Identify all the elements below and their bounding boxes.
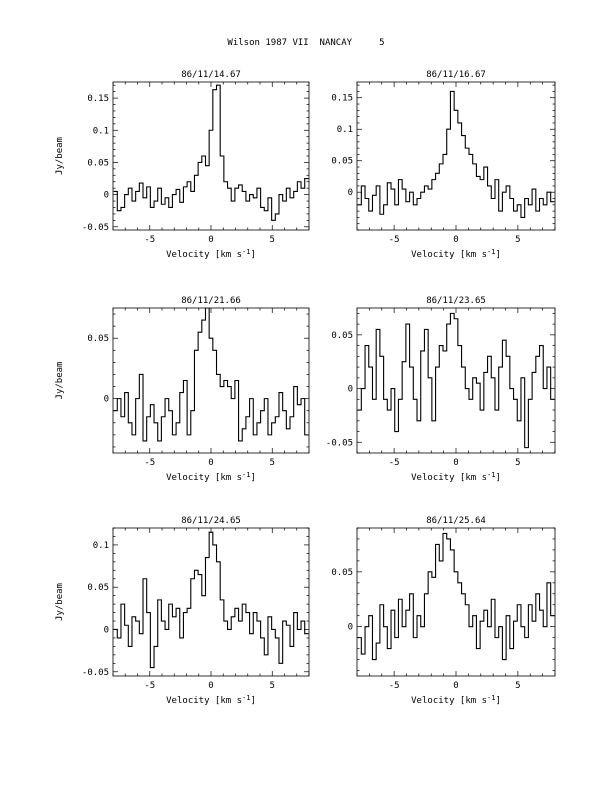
x-tick-label: 5 [270, 458, 275, 468]
y-tick-label: 0.15 [87, 94, 109, 104]
y-tick-label: 0 [104, 191, 109, 201]
y-tick-label: 0.05 [87, 583, 109, 593]
y-tick-label: 0 [348, 623, 353, 633]
x-tick-label: -5 [389, 235, 400, 245]
x-tick-label: 0 [453, 681, 458, 691]
y-tick-label: 0.05 [331, 568, 353, 578]
panel-title: 86/11/16.67 [426, 70, 486, 80]
y-axis-label: Jy/beam [55, 137, 65, 175]
spectrum-line [113, 308, 309, 442]
x-tick-label: -5 [389, 681, 400, 691]
y-tick-label: 0.05 [87, 158, 109, 168]
x-axis-label: Velocity [km s-1] [166, 248, 256, 260]
y-tick-label: 0.05 [331, 157, 353, 167]
x-tick-label: 5 [270, 681, 275, 691]
y-tick-label: 0 [348, 385, 353, 395]
x-axis-label: Velocity [km s-1] [411, 248, 501, 260]
y-axis-label: Jy/beam [55, 583, 65, 621]
spectrum-line [357, 532, 555, 661]
y-tick-label: 0 [104, 625, 109, 635]
x-tick-label: 0 [208, 681, 213, 691]
plot-frame [356, 81, 556, 231]
x-tick-label: 0 [208, 458, 213, 468]
plot-frame [112, 307, 310, 454]
y-tick-label: -0.05 [82, 223, 109, 233]
chart-panel-4: 86/11/23.65 -5 0 5 -0.05 0 0.05 Velocity [km s-… [326, 296, 556, 483]
y-tick-label: 0.05 [331, 331, 353, 341]
chart-panel-2: 86/11/16.67 -5 0 5 0 0.05 0.1 0.15 Velocity [km … [331, 70, 556, 260]
y-tick-label: 0.05 [87, 334, 109, 344]
x-tick-label: 5 [270, 235, 275, 245]
y-tick-label: -0.05 [326, 438, 353, 448]
panel-title: 86/11/14.67 [181, 70, 241, 80]
panel-title: 86/11/25.64 [426, 516, 486, 526]
spectrum-line [113, 84, 309, 221]
plot-frame [356, 307, 556, 454]
x-tick-label: 0 [453, 458, 458, 468]
chart-panel-5: 86/11/24.65 -5 0 5 -0.05 0 0.05 0.1 Velocity [km… [55, 516, 310, 706]
x-axis-label: Velocity [km s-1] [411, 694, 501, 706]
x-tick-label: -5 [144, 235, 155, 245]
x-tick-label: 0 [208, 235, 213, 245]
plot-frame [112, 81, 310, 231]
panel-title: 86/11/24.65 [181, 516, 241, 526]
chart-panel-1: 86/11/14.67 -5 0 5 -0.05 0 0.05 0.1 0.15 Velocity… [55, 70, 310, 260]
x-tick-label: 5 [515, 458, 520, 468]
x-tick-label: -5 [144, 681, 155, 691]
spectrum-line [113, 531, 309, 669]
y-tick-label: 0.1 [93, 126, 109, 136]
x-tick-label: 5 [515, 235, 520, 245]
x-tick-label: -5 [144, 458, 155, 468]
spectrum-line [357, 90, 555, 218]
y-tick-label: 0.15 [331, 94, 353, 104]
y-tick-label: -0.05 [82, 668, 109, 678]
plot-frame [356, 527, 556, 677]
y-tick-label: 0.1 [93, 541, 109, 551]
x-tick-label: 0 [453, 235, 458, 245]
y-tick-label: 0 [348, 188, 353, 198]
x-tick-label: 5 [515, 681, 520, 691]
spectrum-line [357, 312, 555, 449]
y-tick-label: 0 [104, 395, 109, 405]
y-axis-label: Jy/beam [55, 362, 65, 400]
y-tick-label: 0.1 [337, 125, 353, 135]
plot-frame [112, 527, 310, 677]
chart-panel-3: 86/11/21.66 -5 0 5 0 0.05 Velocity [km s-1] Jy/… [55, 296, 310, 483]
panel-title: 86/11/23.65 [426, 296, 486, 306]
x-axis-label: Velocity [km s-1] [166, 694, 256, 706]
x-axis-label: Velocity [km s-1] [166, 471, 256, 483]
x-axis-label: Velocity [km s-1] [411, 471, 501, 483]
chart-panel-6: 86/11/25.64 -5 0 5 0 0.05 Velocity [km s-1] [331, 516, 556, 706]
panel-title: 86/11/21.66 [181, 296, 241, 306]
x-tick-label: -5 [389, 458, 400, 468]
page-title: Wilson 1987 VII NANCAY 5 [227, 38, 385, 48]
